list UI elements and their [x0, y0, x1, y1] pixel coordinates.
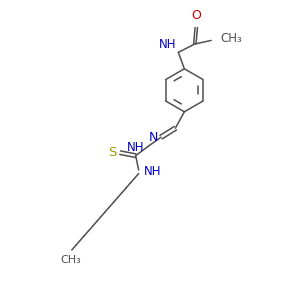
Text: CH₃: CH₃: [60, 255, 81, 266]
Text: NH: NH: [127, 141, 145, 154]
Text: S: S: [108, 146, 117, 159]
Text: NH: NH: [158, 38, 176, 51]
Text: N: N: [149, 131, 158, 144]
Text: O: O: [191, 9, 201, 22]
Text: CH₃: CH₃: [221, 32, 242, 45]
Text: NH: NH: [144, 165, 161, 178]
